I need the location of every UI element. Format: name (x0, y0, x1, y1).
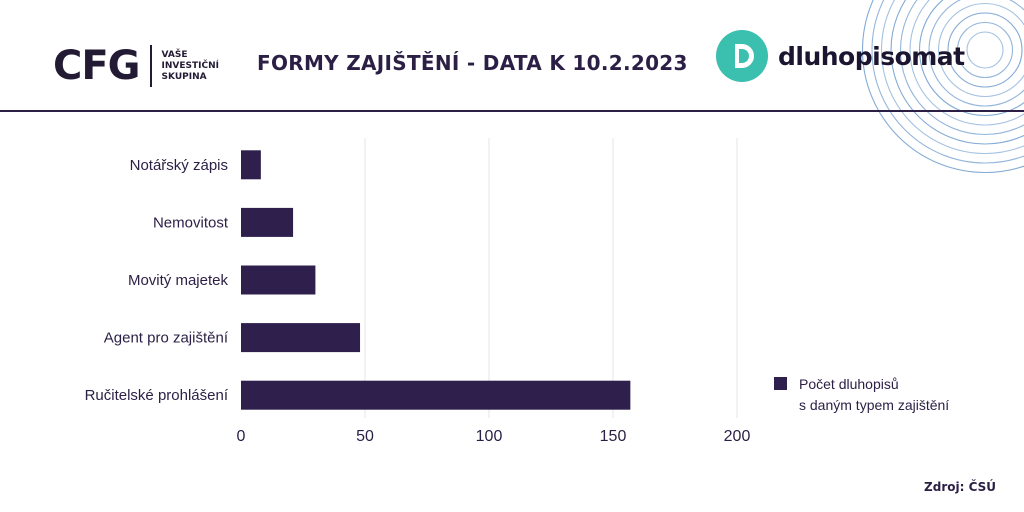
cfg-logo-tagline: VAŠE INVESTIČNÍ SKUPINA (162, 50, 219, 83)
dluhopisomat-logo: dluhopisomat (716, 30, 965, 82)
legend-label-line: Počet dluhopisů (799, 376, 899, 392)
x-tick-label: 200 (724, 428, 751, 445)
cfg-logo: CFG VAŠE INVESTIČNÍ SKUPINA (53, 40, 219, 92)
bar (241, 380, 631, 410)
cfg-tagline-line: INVESTIČNÍ (161, 60, 219, 71)
category-label: Agent pro zajištění (104, 330, 229, 347)
x-tick-label: 50 (356, 428, 374, 445)
legend-swatch (774, 377, 787, 390)
dluhopisomat-logo-icon (716, 30, 768, 82)
legend-label-line: s daným typem zajištění (799, 397, 950, 413)
legend-label: Počet dluhopisů s daným typem zajištění (799, 374, 949, 416)
bar (241, 265, 316, 295)
cfg-tagline-line: SKUPINA (161, 71, 207, 82)
bar (241, 150, 261, 180)
category-label: Nemovitost (153, 214, 229, 231)
cfg-tagline-line: VAŠE (161, 49, 188, 60)
cfg-logo-separator (149, 45, 152, 87)
category-label: Ručitelské prohlášení (85, 387, 229, 404)
category-label: Movitý majetek (128, 272, 229, 289)
cfg-logo-mark: CFG (53, 43, 141, 89)
header-divider (0, 110, 1024, 112)
source-note: Zdroj: ČSÚ (924, 480, 996, 494)
x-tick-label: 0 (237, 428, 246, 445)
category-label: Notářský zápis (130, 157, 228, 174)
bar (241, 207, 294, 237)
chart-title: FORMY ZAJIŠTĚNÍ - DATA K 10.2.2023 (257, 51, 688, 75)
x-tick-label: 150 (600, 428, 627, 445)
bar (241, 323, 361, 353)
x-tick-label: 100 (476, 428, 503, 445)
chart-legend: Počet dluhopisů s daným typem zajištění (774, 374, 949, 416)
dluhopisomat-logo-text: dluhopisomat (778, 41, 965, 71)
